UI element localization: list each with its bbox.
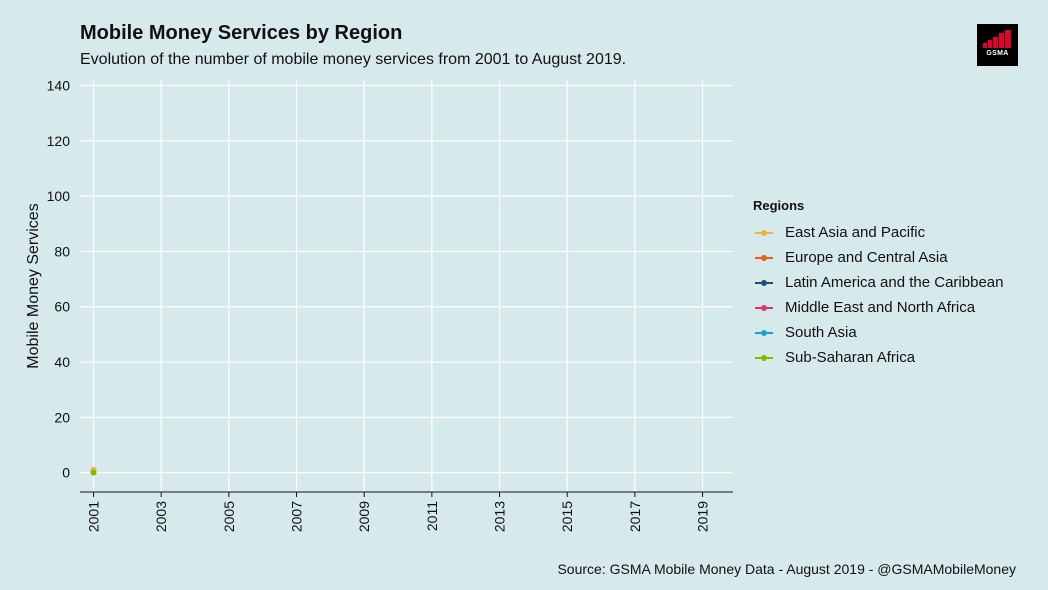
y-tick-label: 80 — [54, 243, 70, 259]
chart-title: Mobile Money Services by Region — [80, 22, 403, 44]
legend-key-icon — [755, 230, 773, 236]
x-tick-label: 2015 — [559, 501, 575, 532]
y-tick-label: 20 — [54, 409, 70, 425]
legend-label: Middle East and North Africa — [785, 299, 976, 316]
legend-key-icon — [755, 355, 773, 361]
y-axis-title: Mobile Money Services — [25, 203, 42, 368]
legend-key-icon — [755, 305, 773, 311]
y-tick-label: 120 — [47, 133, 71, 149]
legend-label: Europe and Central Asia — [785, 249, 948, 266]
x-tick-label: 2001 — [86, 501, 102, 532]
y-tick-label: 0 — [62, 465, 70, 481]
x-tick-label: 2007 — [289, 501, 305, 532]
gsma-bars-icon — [983, 30, 1011, 48]
x-tick-label: 2005 — [221, 501, 237, 532]
legend-label: East Asia and Pacific — [785, 224, 926, 241]
x-tick-label: 2013 — [492, 501, 508, 532]
logo-text: GSMA — [986, 50, 1009, 57]
data-point — [90, 469, 97, 476]
legend-title: Regions — [753, 198, 805, 213]
legend-key-icon — [755, 280, 773, 286]
source-note: Source: GSMA Mobile Money Data - August … — [557, 561, 1016, 577]
y-tick-label: 60 — [54, 299, 70, 315]
chart-subtitle: Evolution of the number of mobile money … — [80, 51, 627, 68]
legend-label: Latin America and the Caribbean — [785, 274, 1004, 291]
x-tick-label: 2003 — [153, 501, 169, 532]
legend-key-icon — [755, 255, 773, 261]
y-tick-label: 40 — [54, 354, 70, 370]
y-tick-label: 140 — [47, 78, 71, 94]
x-tick-label: 2017 — [627, 501, 643, 532]
gsma-logo: GSMA — [977, 24, 1018, 66]
legend-key-icon — [755, 330, 773, 336]
x-tick-label: 2011 — [424, 501, 440, 531]
x-tick-label: 2019 — [695, 501, 711, 532]
legend-label: Sub-Saharan Africa — [785, 349, 916, 366]
legend-label: South Asia — [785, 324, 857, 341]
y-tick-label: 100 — [47, 188, 71, 204]
x-tick-label: 2009 — [356, 501, 372, 532]
